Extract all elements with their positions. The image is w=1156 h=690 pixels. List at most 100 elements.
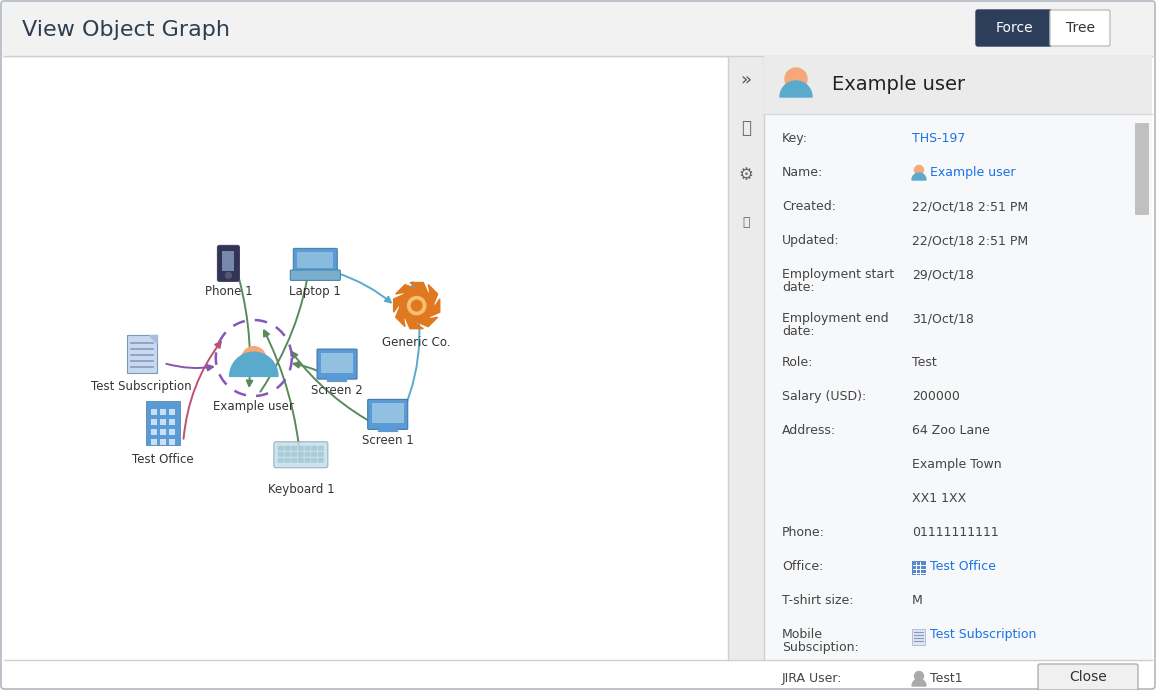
FancyBboxPatch shape xyxy=(311,452,317,457)
FancyBboxPatch shape xyxy=(297,253,333,268)
FancyBboxPatch shape xyxy=(912,629,925,645)
Text: 200000: 200000 xyxy=(912,390,959,403)
FancyBboxPatch shape xyxy=(912,561,926,575)
Text: Address:: Address: xyxy=(781,424,836,437)
Text: Test Office: Test Office xyxy=(133,453,194,466)
FancyBboxPatch shape xyxy=(126,335,156,373)
Text: Tree: Tree xyxy=(1066,21,1095,35)
Text: ⓘ: ⓘ xyxy=(741,119,751,137)
Text: Office:: Office: xyxy=(781,560,823,573)
FancyBboxPatch shape xyxy=(304,452,311,457)
FancyBboxPatch shape xyxy=(976,10,1052,46)
Text: Test Subscription: Test Subscription xyxy=(91,380,192,393)
FancyBboxPatch shape xyxy=(321,353,353,373)
Text: JIRA User:: JIRA User: xyxy=(781,672,843,685)
FancyBboxPatch shape xyxy=(284,452,290,457)
Wedge shape xyxy=(912,173,926,180)
FancyBboxPatch shape xyxy=(311,446,317,451)
Text: 🔒: 🔒 xyxy=(742,215,750,228)
FancyBboxPatch shape xyxy=(161,428,166,435)
FancyBboxPatch shape xyxy=(1050,10,1110,46)
FancyBboxPatch shape xyxy=(217,246,239,282)
FancyBboxPatch shape xyxy=(368,400,408,429)
Text: Updated:: Updated: xyxy=(781,234,839,247)
Text: Role:: Role: xyxy=(781,356,814,369)
FancyBboxPatch shape xyxy=(317,349,357,379)
Text: Test Office: Test Office xyxy=(929,560,995,573)
Text: Screen 1: Screen 1 xyxy=(362,435,414,447)
Text: ⚙: ⚙ xyxy=(739,166,754,184)
Circle shape xyxy=(914,166,924,175)
FancyBboxPatch shape xyxy=(764,56,1153,660)
FancyBboxPatch shape xyxy=(277,452,284,457)
FancyBboxPatch shape xyxy=(2,2,1154,58)
FancyBboxPatch shape xyxy=(372,404,403,424)
Circle shape xyxy=(408,297,425,315)
Text: Test: Test xyxy=(912,356,936,369)
Text: Keyboard 1: Keyboard 1 xyxy=(267,483,334,495)
FancyBboxPatch shape xyxy=(151,428,157,435)
FancyBboxPatch shape xyxy=(291,457,297,463)
FancyBboxPatch shape xyxy=(169,408,176,415)
FancyBboxPatch shape xyxy=(277,457,284,463)
FancyBboxPatch shape xyxy=(290,270,340,280)
Circle shape xyxy=(225,273,231,278)
Text: 29/Oct/18: 29/Oct/18 xyxy=(912,268,973,281)
FancyBboxPatch shape xyxy=(385,424,391,431)
Text: 64 Zoo Lane: 64 Zoo Lane xyxy=(912,424,990,437)
Text: Example user: Example user xyxy=(832,75,965,95)
Circle shape xyxy=(785,68,807,90)
Text: Key:: Key: xyxy=(781,132,808,145)
FancyBboxPatch shape xyxy=(284,446,290,451)
Text: THS-197: THS-197 xyxy=(912,132,965,145)
FancyBboxPatch shape xyxy=(728,56,764,660)
FancyBboxPatch shape xyxy=(151,408,157,415)
Text: Employment start: Employment start xyxy=(781,268,894,281)
Text: Example user: Example user xyxy=(929,166,1015,179)
FancyBboxPatch shape xyxy=(161,408,166,415)
FancyBboxPatch shape xyxy=(277,446,284,451)
FancyBboxPatch shape xyxy=(318,446,324,451)
Text: Test1: Test1 xyxy=(929,672,963,685)
FancyBboxPatch shape xyxy=(334,374,340,380)
Text: Generic Co.: Generic Co. xyxy=(383,335,451,348)
Circle shape xyxy=(914,671,924,680)
FancyBboxPatch shape xyxy=(284,457,290,463)
Text: Example user: Example user xyxy=(214,400,295,413)
Text: Employment end: Employment end xyxy=(781,312,889,325)
Circle shape xyxy=(242,346,266,371)
Text: Example Town: Example Town xyxy=(912,458,1001,471)
Wedge shape xyxy=(230,352,277,377)
Text: Screen 2: Screen 2 xyxy=(311,384,363,397)
FancyBboxPatch shape xyxy=(169,419,176,424)
Text: date:: date: xyxy=(781,281,815,294)
FancyBboxPatch shape xyxy=(161,439,166,444)
FancyBboxPatch shape xyxy=(318,452,324,457)
FancyBboxPatch shape xyxy=(318,457,324,463)
Wedge shape xyxy=(912,679,926,686)
FancyBboxPatch shape xyxy=(274,442,328,468)
FancyBboxPatch shape xyxy=(298,446,304,451)
Text: 31/Oct/18: 31/Oct/18 xyxy=(912,312,973,325)
Polygon shape xyxy=(393,282,439,328)
FancyBboxPatch shape xyxy=(298,452,304,457)
Text: Subsciption:: Subsciption: xyxy=(781,641,859,654)
FancyBboxPatch shape xyxy=(764,56,1153,114)
Text: Mobile: Mobile xyxy=(781,628,823,641)
FancyBboxPatch shape xyxy=(222,251,235,271)
Polygon shape xyxy=(149,335,156,343)
Circle shape xyxy=(412,300,422,311)
FancyBboxPatch shape xyxy=(161,419,166,424)
Text: View Object Graph: View Object Graph xyxy=(22,20,230,40)
Text: date:: date: xyxy=(781,325,815,338)
Wedge shape xyxy=(780,81,812,97)
Text: »: » xyxy=(741,71,751,89)
Text: T-shirt size:: T-shirt size: xyxy=(781,594,853,607)
Text: M: M xyxy=(912,594,922,607)
Text: Phone:: Phone: xyxy=(781,526,825,539)
FancyBboxPatch shape xyxy=(294,248,338,272)
Text: Laptop 1: Laptop 1 xyxy=(289,286,341,298)
Text: Test Subscription: Test Subscription xyxy=(929,628,1037,641)
FancyBboxPatch shape xyxy=(1038,664,1138,690)
Text: Force: Force xyxy=(995,21,1032,35)
